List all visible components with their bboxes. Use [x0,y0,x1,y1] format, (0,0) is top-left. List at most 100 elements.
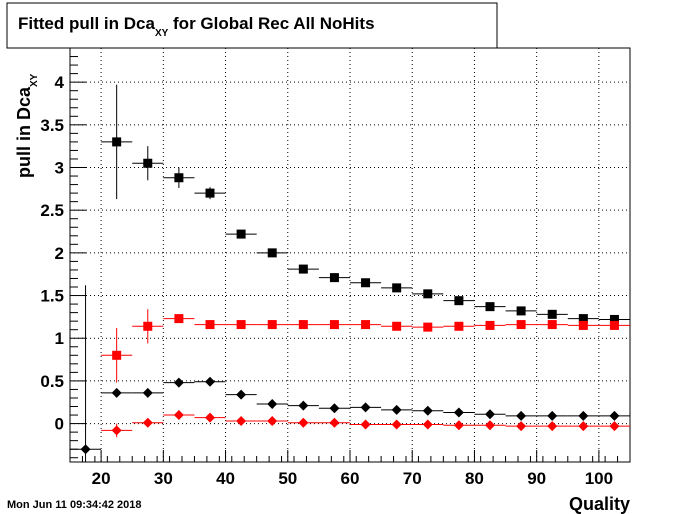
square-marker [485,320,495,330]
diamond-marker [236,416,247,427]
series-group [101,84,630,324]
diamond-marker [485,420,495,431]
y-tick-label: 2 [55,244,64,263]
diamond-marker [111,425,122,436]
chart-title: Fitted pull in DcaXY for Global Rec All … [18,14,375,39]
square-marker [205,320,215,330]
square-marker [329,320,339,330]
diamond-marker [267,416,278,427]
y-axis-label-subscript: XY [29,73,40,87]
square-marker [174,173,184,183]
y-axis-label-main: pull in Dca [14,86,34,178]
square-marker [329,273,339,283]
x-tick-label: 30 [154,469,173,488]
square-marker [267,248,277,258]
diamond-marker [609,410,620,421]
square-marker [205,188,215,198]
series-group [101,309,630,383]
diamond-marker [391,404,402,415]
square-marker [423,322,433,332]
square-marker [236,320,246,330]
square-marker [361,278,371,288]
square-marker [392,283,402,293]
square-marker [454,296,464,306]
chart-title-subscript: XY [155,28,169,39]
diamond-marker [329,403,340,414]
y-tick-label: 1 [55,329,64,348]
y-tick-label: 0.5 [40,372,64,391]
square-marker [609,314,619,324]
diamond-marker [205,376,215,387]
square-marker [143,321,153,331]
diamond-marker [485,409,495,420]
x-tick-label: 90 [527,469,546,488]
series-group [101,410,630,438]
square-marker [547,309,557,319]
diamond-marker [422,405,433,416]
x-tick-label: 50 [278,469,297,488]
diamond-marker [173,410,184,421]
x-tick-label: 100 [585,469,613,488]
diamond-marker [142,417,153,428]
y-tick-label: 1.5 [40,287,64,306]
square-marker [392,321,402,331]
x-tick-label: 70 [403,469,422,488]
y-tick-label: 3.5 [40,116,64,135]
timestamp: Mon Jun 11 09:34:42 2018 [7,499,142,511]
diamond-marker [298,400,309,411]
series-group [70,285,630,462]
chart-title-main: Fitted pull in Dca [18,14,155,33]
title-box [6,2,498,49]
square-marker [298,264,308,274]
square-marker [454,321,464,331]
chart-title-suffix: for Global Rec All NoHits [168,14,374,33]
diamond-marker [578,410,589,421]
diamond-marker [173,377,184,388]
diamond-marker [205,412,215,423]
diamond-marker [453,407,464,418]
diamond-marker [80,444,91,455]
square-marker [547,320,557,330]
diamond-marker [391,419,402,430]
diamond-marker [609,421,620,432]
diamond-marker [547,421,558,432]
square-marker [112,350,122,360]
square-marker [609,320,619,330]
diamond-marker [236,389,247,400]
diamond-marker [111,387,122,398]
diamond-marker [142,387,153,398]
x-tick-label: 60 [341,469,360,488]
y-tick-label: 0 [55,415,64,434]
x-tick-label: 40 [216,469,235,488]
square-marker [361,320,371,330]
square-marker [143,158,153,168]
y-tick-label: 4 [55,73,65,92]
square-marker [174,314,184,324]
x-tick-labels: 20 30 40 50 60 70 80 90 100 [92,469,613,488]
axis-ticks [69,47,631,462]
y-axis-label: pull in DcaXY [14,73,40,178]
y-tick-label: 3 [55,159,64,178]
diamond-marker [298,417,309,428]
diamond-marker [360,419,371,430]
plot-frame [69,47,631,463]
square-marker [112,137,122,147]
square-marker [423,289,433,299]
y-tick-label: 2.5 [40,201,64,220]
diamond-marker [578,421,589,432]
square-marker [578,314,588,324]
square-marker [516,320,526,330]
square-marker [578,320,588,330]
diamond-marker [329,417,340,428]
square-marker [516,306,526,316]
data-marks [70,84,630,462]
x-axis-label: Quality [569,494,630,514]
diamond-marker [267,398,278,409]
diamond-marker [453,420,464,431]
x-tick-label: 20 [92,469,111,488]
diamond-marker [516,421,527,432]
square-marker [298,320,308,330]
square-marker [485,302,495,312]
diamond-marker [360,402,371,413]
